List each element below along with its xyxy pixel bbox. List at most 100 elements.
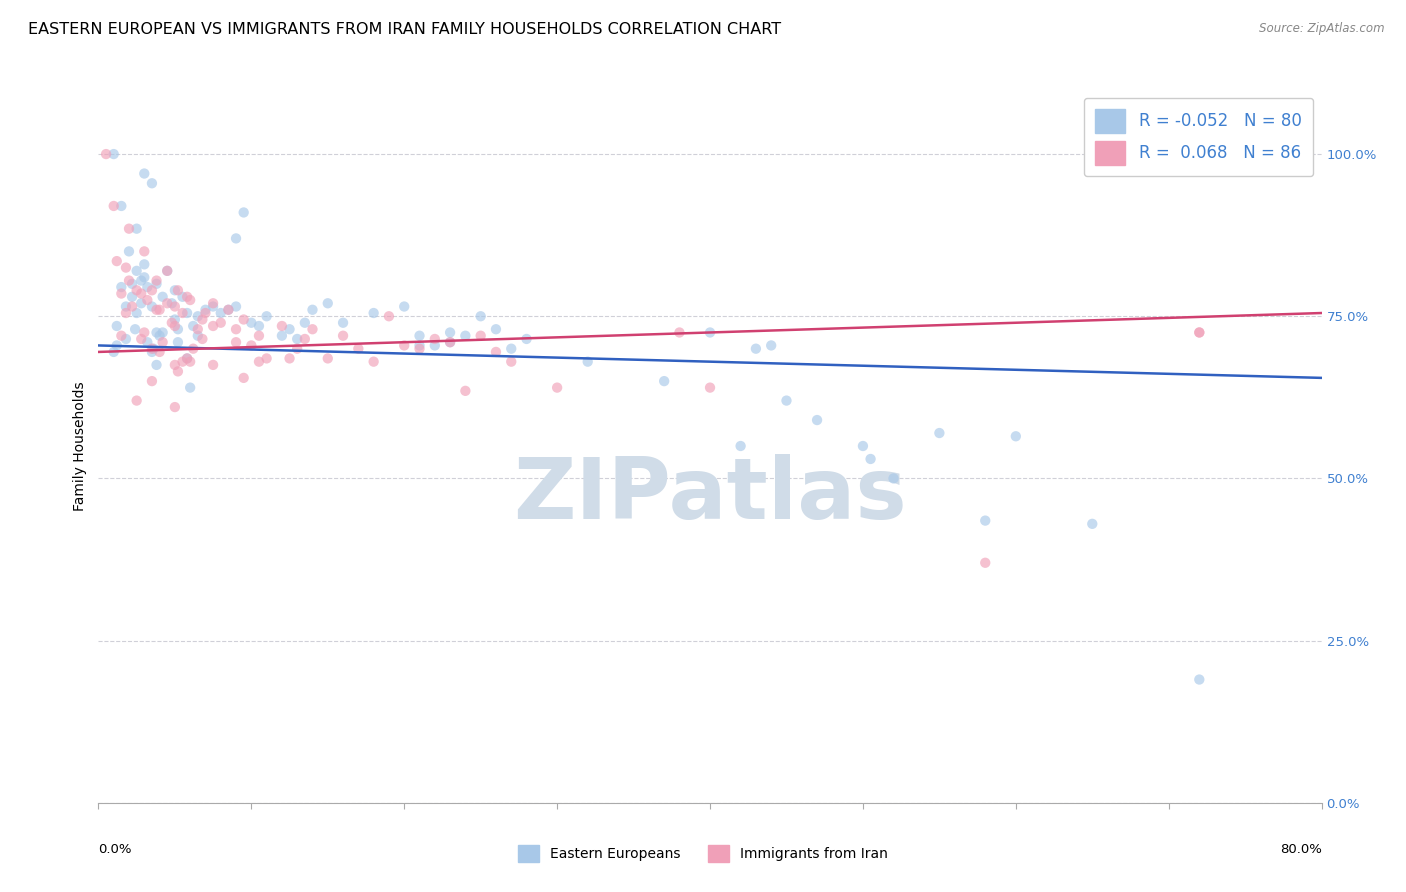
- Point: [408, 342, 430, 356]
- Point: [485, 345, 508, 359]
- Point: [232, 205, 254, 219]
- Point: [187, 322, 209, 336]
- Point: [209, 316, 232, 330]
- Point: [129, 332, 152, 346]
- Point: [134, 244, 156, 259]
- Point: [167, 364, 190, 378]
- Point: [225, 335, 247, 350]
- Point: [141, 374, 163, 388]
- Point: [256, 351, 278, 366]
- Point: [181, 318, 204, 333]
- Point: [294, 332, 316, 346]
- Point: [316, 351, 339, 366]
- Point: [141, 300, 163, 314]
- Point: [141, 342, 163, 356]
- Point: [347, 342, 370, 356]
- Point: [209, 306, 232, 320]
- Point: [278, 322, 301, 336]
- Legend: Eastern Europeans, Immigrants from Iran: Eastern Europeans, Immigrants from Iran: [512, 839, 894, 867]
- Point: [392, 300, 416, 314]
- Point: [152, 326, 174, 340]
- Point: [179, 381, 201, 395]
- Point: [256, 310, 278, 324]
- Point: [163, 358, 186, 372]
- Point: [247, 318, 270, 333]
- Point: [378, 310, 401, 324]
- Point: [121, 290, 143, 304]
- Point: [470, 328, 492, 343]
- Point: [699, 326, 721, 340]
- Point: [145, 326, 167, 340]
- Point: [103, 199, 125, 213]
- Point: [1157, 147, 1180, 161]
- Point: [485, 322, 508, 336]
- Point: [1188, 326, 1211, 340]
- Point: [408, 328, 430, 343]
- Point: [1188, 673, 1211, 687]
- Point: [806, 413, 828, 427]
- Y-axis label: Family Households: Family Households: [73, 381, 87, 511]
- Point: [194, 306, 217, 320]
- Point: [179, 293, 201, 307]
- Point: [105, 318, 128, 333]
- Point: [163, 283, 186, 297]
- Text: 0.0%: 0.0%: [98, 843, 132, 856]
- Point: [149, 328, 172, 343]
- Point: [439, 326, 461, 340]
- Point: [136, 280, 159, 294]
- Point: [141, 345, 163, 359]
- Point: [187, 328, 209, 343]
- Point: [730, 439, 752, 453]
- Point: [285, 332, 308, 346]
- Point: [134, 326, 156, 340]
- Point: [156, 264, 179, 278]
- Point: [124, 322, 146, 336]
- Point: [167, 335, 190, 350]
- Point: [181, 342, 204, 356]
- Point: [134, 270, 156, 285]
- Point: [167, 283, 190, 297]
- Text: ZIPatlas: ZIPatlas: [513, 454, 907, 538]
- Point: [745, 342, 768, 356]
- Point: [105, 254, 128, 268]
- Point: [316, 296, 339, 310]
- Point: [134, 257, 156, 271]
- Point: [172, 306, 194, 320]
- Text: 80.0%: 80.0%: [1279, 843, 1322, 856]
- Point: [202, 296, 225, 310]
- Point: [191, 312, 214, 326]
- Point: [278, 351, 301, 366]
- Point: [423, 338, 446, 352]
- Point: [156, 296, 179, 310]
- Point: [859, 452, 882, 467]
- Point: [761, 338, 783, 352]
- Point: [225, 231, 247, 245]
- Point: [163, 318, 186, 333]
- Point: [156, 264, 179, 278]
- Point: [775, 393, 797, 408]
- Point: [454, 384, 477, 398]
- Point: [115, 260, 138, 275]
- Point: [103, 345, 125, 359]
- Point: [105, 338, 128, 352]
- Point: [1081, 516, 1104, 531]
- Point: [332, 316, 354, 330]
- Point: [118, 244, 141, 259]
- Point: [301, 322, 323, 336]
- Point: [129, 286, 152, 301]
- Point: [928, 425, 950, 440]
- Point: [149, 302, 172, 317]
- Point: [852, 439, 875, 453]
- Point: [247, 328, 270, 343]
- Point: [408, 338, 430, 352]
- Point: [883, 471, 905, 485]
- Point: [176, 306, 198, 320]
- Point: [142, 342, 165, 356]
- Point: [301, 302, 323, 317]
- Point: [202, 300, 225, 314]
- Point: [152, 335, 174, 350]
- Point: [145, 277, 167, 291]
- Point: [125, 393, 148, 408]
- Point: [160, 296, 183, 310]
- Point: [501, 342, 523, 356]
